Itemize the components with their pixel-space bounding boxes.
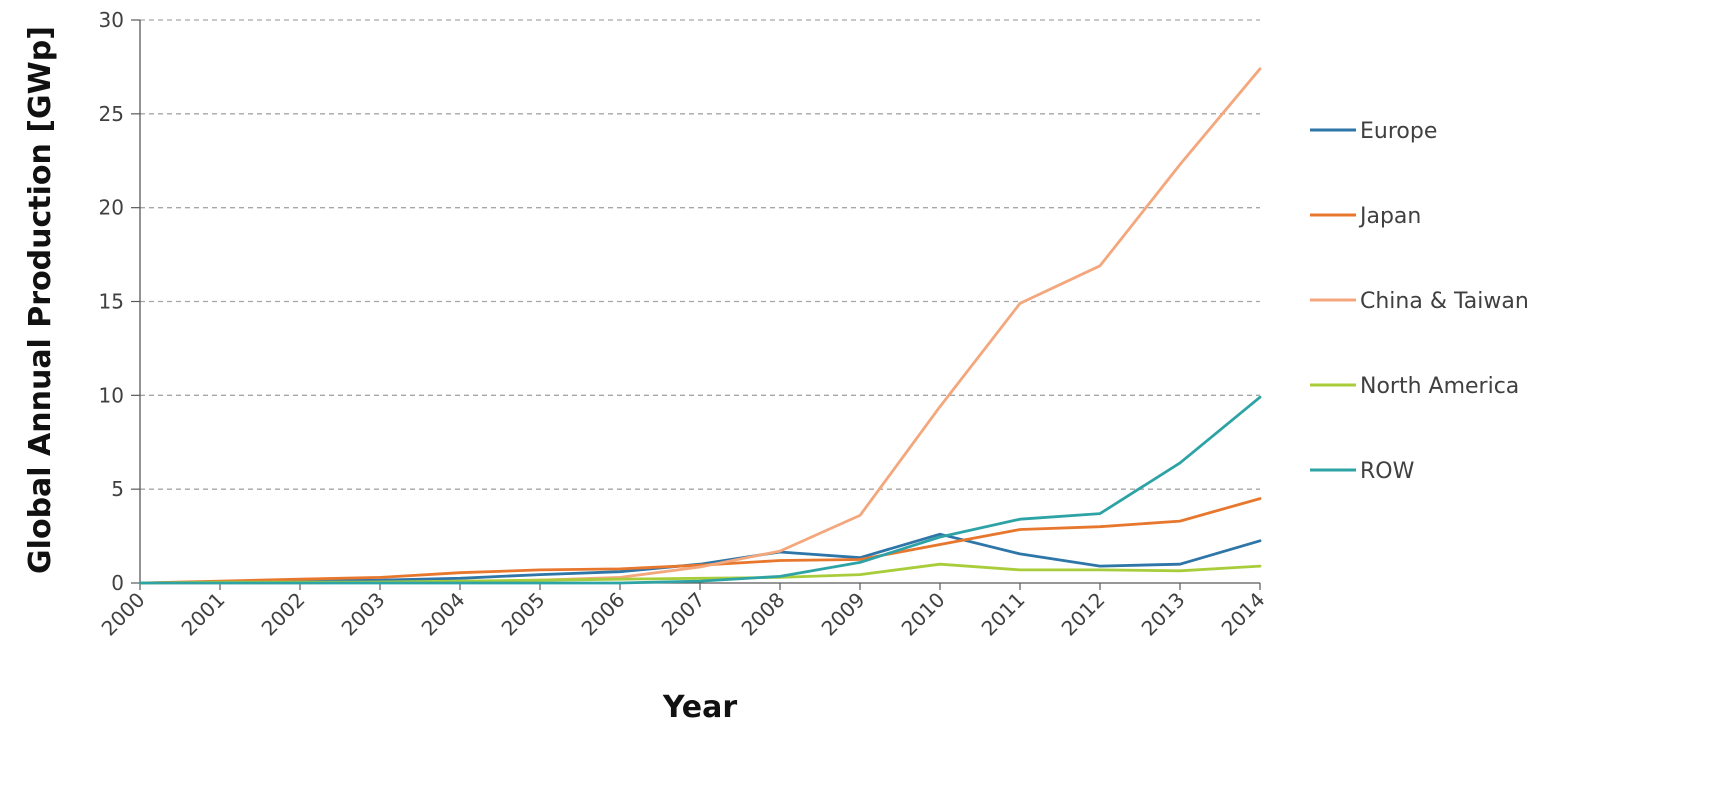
x-tick-label: 2011 xyxy=(977,588,1030,641)
y-axis-ticks: 0 5 10 15 20 25 30 xyxy=(99,8,124,595)
x-tick-label: 2004 xyxy=(417,588,470,641)
x-tick-label: 2007 xyxy=(657,588,710,641)
series-line-europe xyxy=(138,532,1262,585)
legend-item-row: ROW xyxy=(1310,459,1415,484)
legend-item-china-taiwan: China & Taiwan xyxy=(1310,289,1529,314)
y-tick-label: 0 xyxy=(111,571,124,595)
series-line-china-taiwan xyxy=(138,67,1262,585)
x-tick-label: 2006 xyxy=(577,588,630,641)
series-lines xyxy=(138,67,1262,585)
x-axis-ticks: 2000 2001 2002 2003 2004 2005 2006 2007 2008 2009… xyxy=(97,588,1270,641)
legend: Europe Japan China & Taiwan North America RO… xyxy=(1310,119,1529,484)
x-axis-title: Year xyxy=(662,690,738,725)
legend-label: ROW xyxy=(1360,459,1415,484)
legend-item-europe: Europe xyxy=(1310,119,1437,144)
x-tick-label: 2000 xyxy=(97,588,150,641)
x-tick-label: 2014 xyxy=(1217,588,1270,641)
series-line-japan xyxy=(138,497,1262,585)
y-tick-label: 30 xyxy=(99,8,124,32)
axes xyxy=(131,19,1261,590)
x-tick-label: 2003 xyxy=(337,588,390,641)
legend-label: China & Taiwan xyxy=(1360,289,1529,314)
legend-label: Japan xyxy=(1358,204,1421,229)
x-tick-label: 2002 xyxy=(257,588,310,641)
y-tick-label: 20 xyxy=(99,196,124,220)
y-tick-label: 5 xyxy=(111,477,124,501)
x-tick-label: 2013 xyxy=(1137,588,1190,641)
y-tick-label: 25 xyxy=(99,102,124,126)
x-tick-label: 2012 xyxy=(1057,588,1110,641)
gridlines xyxy=(140,19,1260,490)
series-line-row xyxy=(138,395,1262,585)
y-axis-title: Global Annual Production [GWp] xyxy=(23,26,58,574)
y-tick-label: 15 xyxy=(99,290,124,314)
x-tick-label: 2008 xyxy=(737,588,790,641)
x-tick-label: 2005 xyxy=(497,588,550,641)
x-tick-label: 2009 xyxy=(817,588,870,641)
y-tick-label: 10 xyxy=(99,383,124,407)
legend-label: North America xyxy=(1360,374,1519,399)
x-tick-label: 2001 xyxy=(177,588,230,641)
legend-item-japan: Japan xyxy=(1310,204,1421,229)
x-tick-label: 2010 xyxy=(897,588,950,641)
legend-item-north-america: North America xyxy=(1310,374,1519,399)
legend-label: Europe xyxy=(1360,119,1437,144)
